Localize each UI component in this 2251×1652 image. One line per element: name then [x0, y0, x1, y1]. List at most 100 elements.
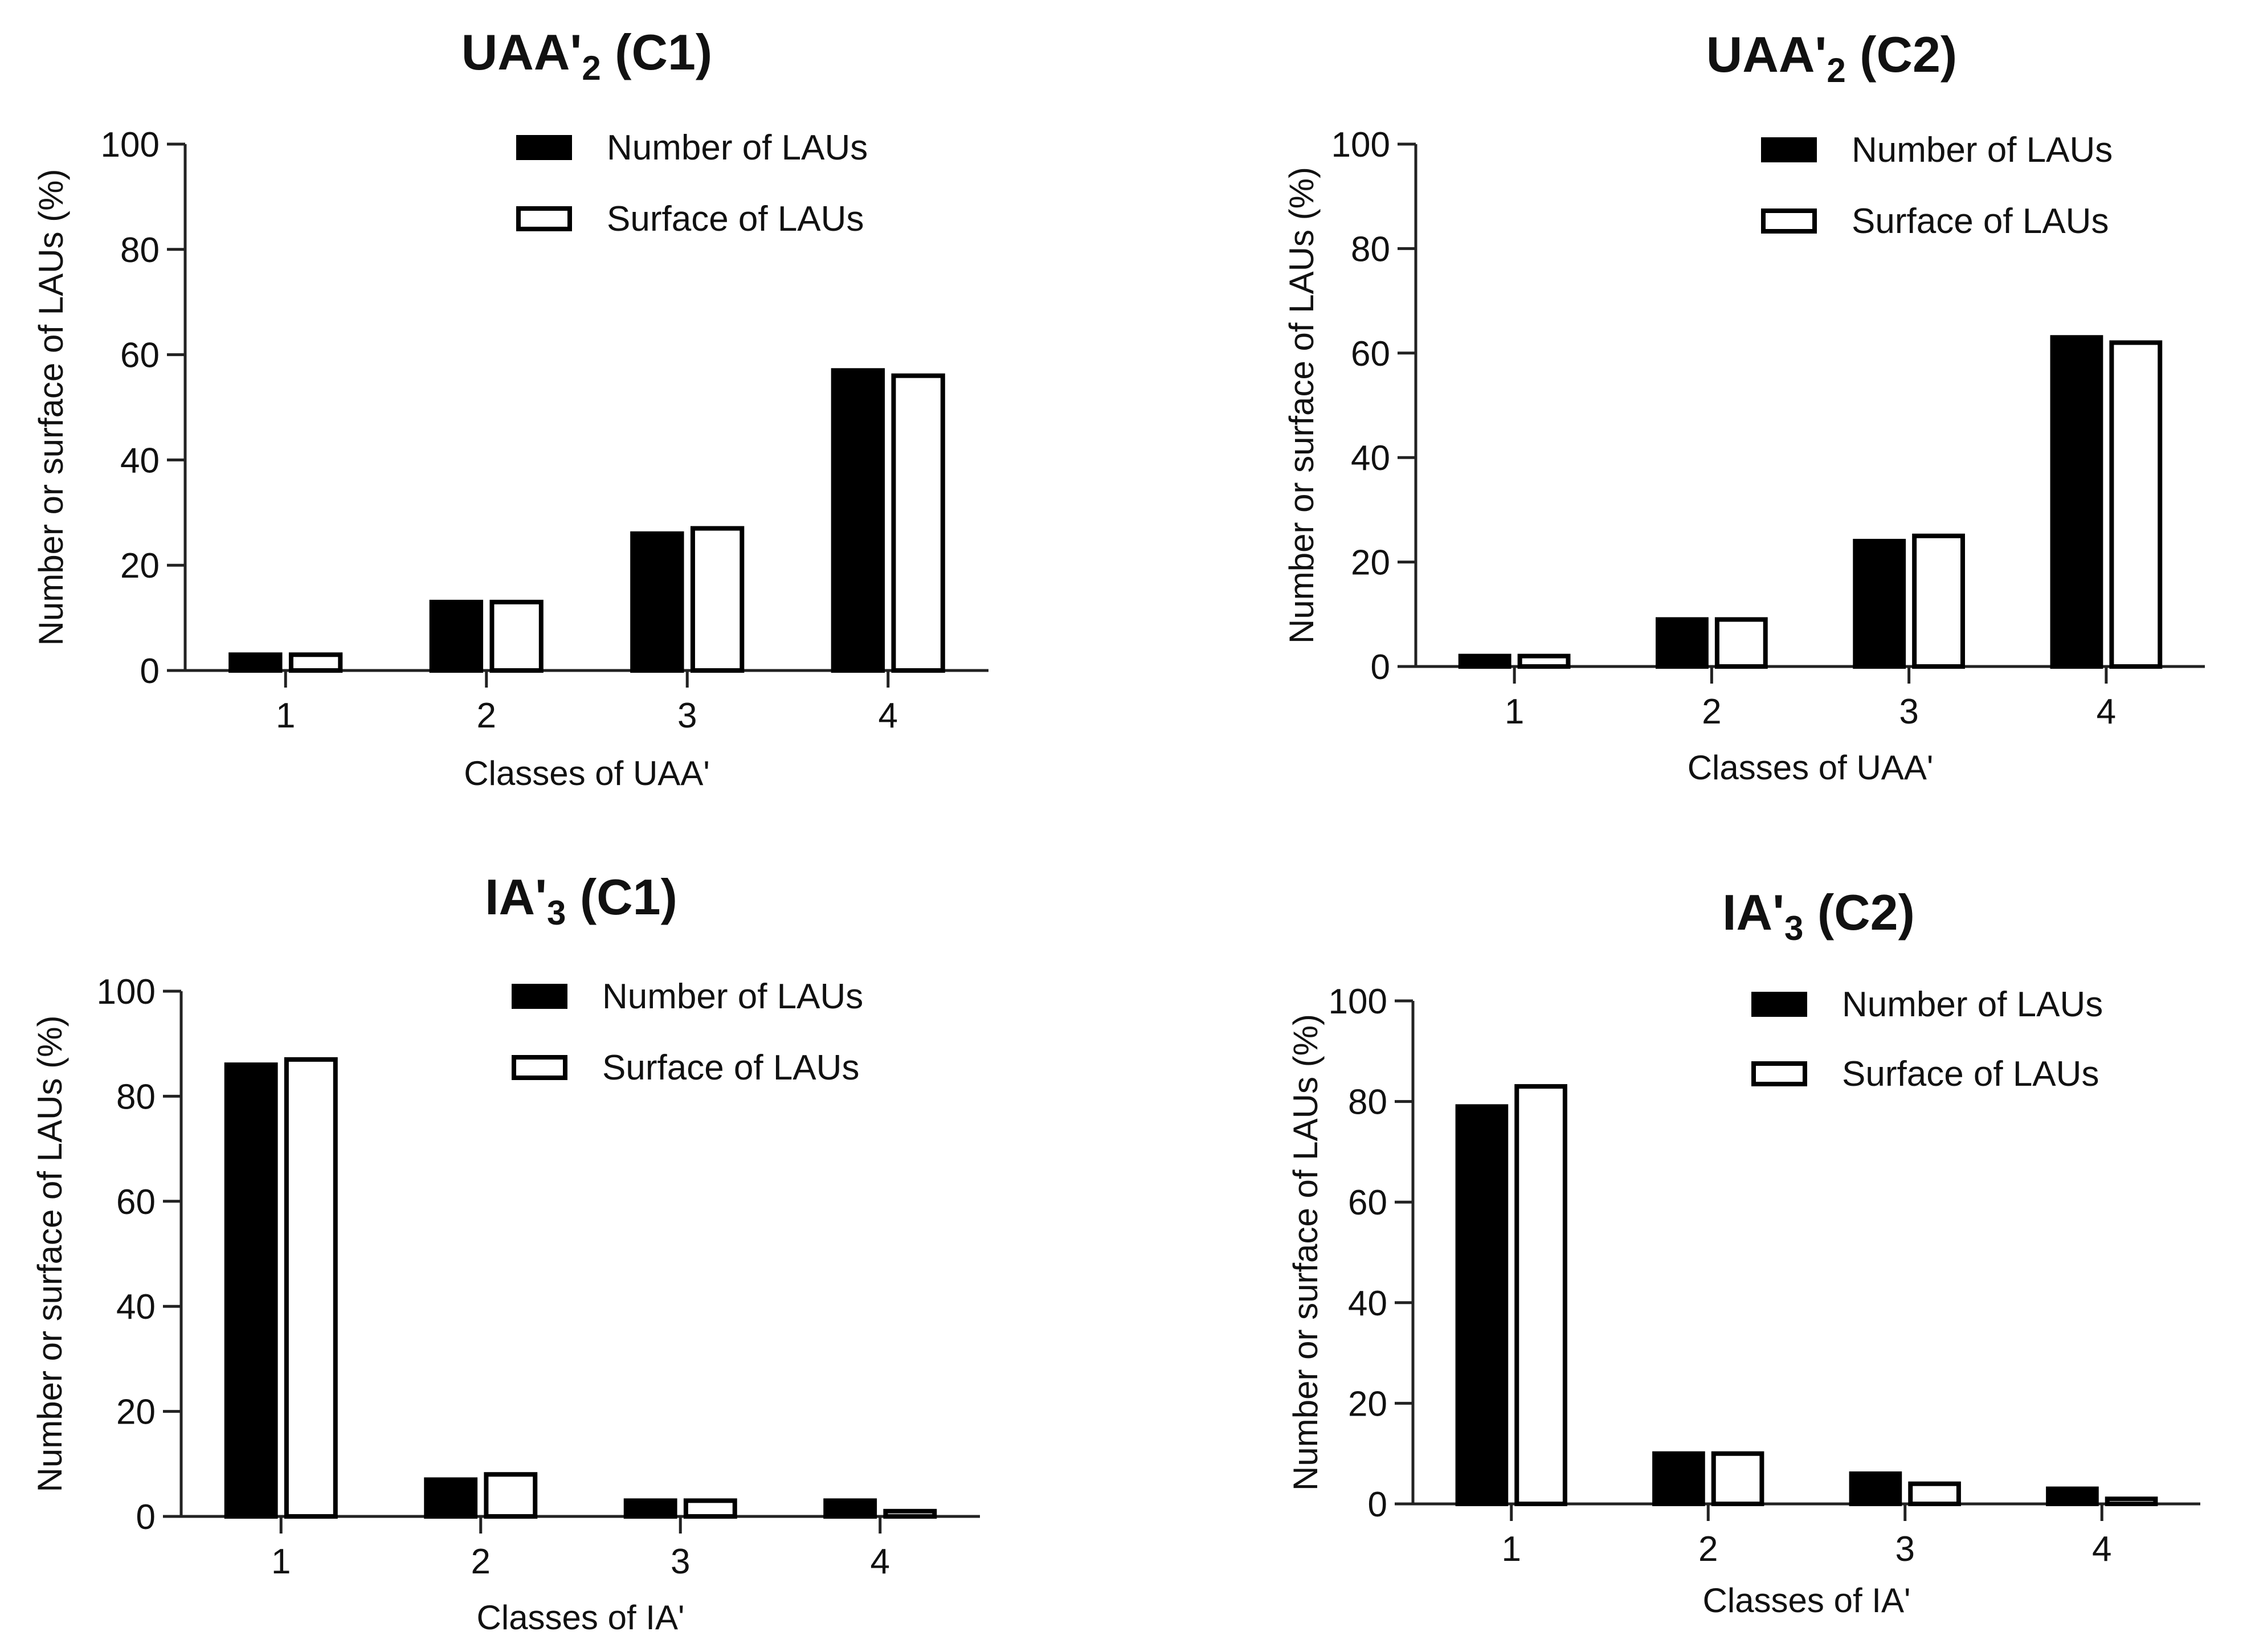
y-tick-label: 80 — [1348, 1083, 1387, 1122]
bar-surface-class-3 — [690, 526, 745, 673]
x-tick-label: 3 — [671, 1542, 690, 1581]
bar-surface-class-4 — [891, 373, 945, 673]
legend-label-number: Number of LAUs — [1842, 985, 2103, 1024]
legend-swatch-number — [1751, 992, 1807, 1017]
y-tick-label: 0 — [1371, 648, 1390, 687]
bar-number-class-4 — [2050, 335, 2103, 669]
bar-number-class-2 — [424, 1477, 478, 1519]
y-tick-label: 40 — [116, 1287, 156, 1327]
x-tick-label: 3 — [677, 696, 697, 735]
bar-surface-class-1 — [284, 1057, 338, 1519]
chart-title: UAA'2 (C2) — [1706, 26, 1958, 89]
y-tick-label: 100 — [97, 972, 156, 1012]
x-tick-label: 4 — [879, 696, 898, 735]
y-axis-label: Number or surface of LAUs (%) — [31, 1016, 69, 1492]
chart-title: IA'3 (C1) — [485, 869, 677, 932]
x-tick-label: 2 — [477, 696, 496, 735]
chart-title-main: IA' — [1722, 884, 1784, 941]
x-tick-label: 3 — [1899, 692, 1918, 731]
x-tick-label: 4 — [871, 1542, 890, 1581]
y-tick-label: 40 — [1351, 439, 1390, 478]
bar-number-class-2 — [429, 599, 484, 673]
y-tick-label: 60 — [116, 1183, 156, 1222]
chart-title-subscript: 3 — [1784, 909, 1803, 947]
bar-surface-class-1 — [1517, 653, 1571, 669]
bar-surface-class-2 — [489, 599, 544, 673]
y-axis-label: Number or surface of LAUs (%) — [32, 169, 70, 646]
y-tick-label: 80 — [1351, 230, 1390, 269]
x-tick-label: 2 — [1702, 692, 1721, 731]
y-tick-label: 40 — [1348, 1284, 1387, 1323]
legend-swatch-surface — [1751, 1061, 1807, 1086]
legend-label-surface: Surface of LAUs — [602, 1048, 859, 1087]
bar-surface-class-2 — [484, 1472, 538, 1519]
y-tick-label: 80 — [120, 231, 160, 270]
y-tick-label: 20 — [1348, 1384, 1387, 1424]
bar-number-class-1 — [224, 1062, 278, 1519]
y-tick-label: 100 — [101, 125, 160, 165]
bar-surface-class-4 — [883, 1508, 937, 1519]
legend-label-number: Number of LAUs — [607, 128, 868, 167]
bar-number-class-1 — [228, 652, 283, 673]
chart-title-suffix: (C2) — [1846, 26, 1958, 83]
x-tick-label: 1 — [1502, 1530, 1521, 1569]
bar-number-class-1 — [1458, 653, 1511, 669]
bar-number-class-1 — [1455, 1104, 1509, 1507]
chart-title-suffix: (C1) — [601, 24, 713, 80]
x-tick-label: 1 — [276, 696, 295, 735]
chart-title-suffix: (C1) — [566, 869, 677, 925]
y-tick-label: 100 — [1331, 125, 1390, 165]
legend-swatch-number — [512, 984, 567, 1009]
chart-title: UAA'2 (C1) — [461, 24, 713, 87]
chart-title-main: IA' — [485, 869, 547, 925]
bar-surface-class-1 — [1514, 1084, 1567, 1506]
x-axis-label: Classes of UAA' — [1688, 749, 1934, 787]
legend-swatch-surface — [1761, 208, 1817, 234]
y-tick-label: 40 — [120, 441, 160, 480]
x-tick-label: 4 — [2097, 692, 2116, 731]
chart-title-subscript: 3 — [547, 894, 566, 932]
bar-number-class-2 — [1652, 1451, 1705, 1506]
x-axis-label: Classes of IA' — [1703, 1581, 1911, 1620]
bar-surface-class-4 — [2105, 1496, 2158, 1506]
x-axis-label: Classes of UAA' — [464, 754, 710, 792]
x-tick-label: 2 — [1698, 1530, 1718, 1569]
x-tick-label: 2 — [471, 1542, 491, 1581]
x-axis-label: Classes of IA' — [477, 1598, 685, 1637]
bar-number-class-3 — [623, 1498, 677, 1519]
bar-surface-class-2 — [1714, 617, 1768, 669]
legend-label-number: Number of LAUs — [602, 977, 863, 1016]
bar-number-class-3 — [1853, 538, 1906, 669]
y-tick-label: 60 — [1351, 334, 1390, 374]
bar-surface-class-3 — [1908, 1481, 1961, 1506]
chart-title-subscript: 2 — [582, 49, 600, 87]
x-tick-label: 1 — [271, 1542, 291, 1581]
y-axis-label: Number or surface of LAUs (%) — [1282, 167, 1321, 644]
legend-label-surface: Surface of LAUs — [1842, 1054, 2099, 1094]
y-tick-label: 20 — [120, 546, 160, 586]
bar-number-class-4 — [823, 1498, 877, 1519]
y-tick-label: 60 — [1348, 1183, 1387, 1222]
y-tick-label: 80 — [116, 1077, 156, 1117]
bar-number-class-3 — [1849, 1471, 1902, 1507]
bar-number-class-3 — [630, 531, 684, 673]
legend-swatch-surface — [512, 1055, 567, 1080]
bar-number-class-4 — [831, 368, 885, 673]
y-tick-label: 20 — [116, 1393, 156, 1432]
x-tick-label: 3 — [1895, 1530, 1915, 1569]
y-tick-label: 20 — [1351, 543, 1390, 583]
legend-swatch-surface — [516, 206, 572, 231]
legend-swatch-number — [1761, 137, 1817, 162]
bar-surface-class-3 — [1912, 533, 1965, 669]
chart-title-main: UAA' — [1706, 26, 1827, 83]
x-tick-label: 4 — [2092, 1530, 2111, 1569]
legend-label-number: Number of LAUs — [1852, 130, 2113, 170]
y-tick-label: 0 — [140, 652, 160, 691]
y-tick-label: 100 — [1329, 982, 1387, 1021]
y-tick-label: 60 — [120, 336, 160, 375]
y-tick-label: 0 — [1368, 1485, 1387, 1524]
